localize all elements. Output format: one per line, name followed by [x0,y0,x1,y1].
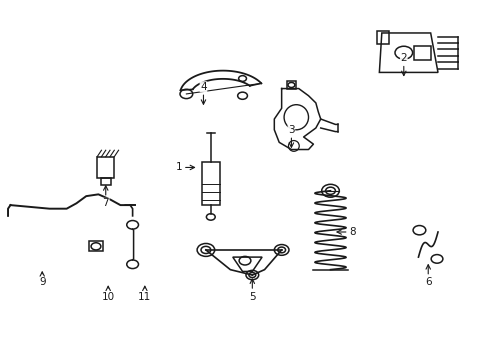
Text: 7: 7 [102,186,109,208]
Text: 1: 1 [176,162,195,172]
Text: 8: 8 [337,227,356,237]
Text: 3: 3 [288,125,294,147]
Text: 10: 10 [101,286,115,302]
Text: 6: 6 [425,265,432,287]
Text: 2: 2 [400,53,407,76]
Text: 5: 5 [249,279,256,302]
Text: 11: 11 [138,286,151,302]
Text: 9: 9 [39,272,46,287]
Text: 4: 4 [200,82,207,104]
